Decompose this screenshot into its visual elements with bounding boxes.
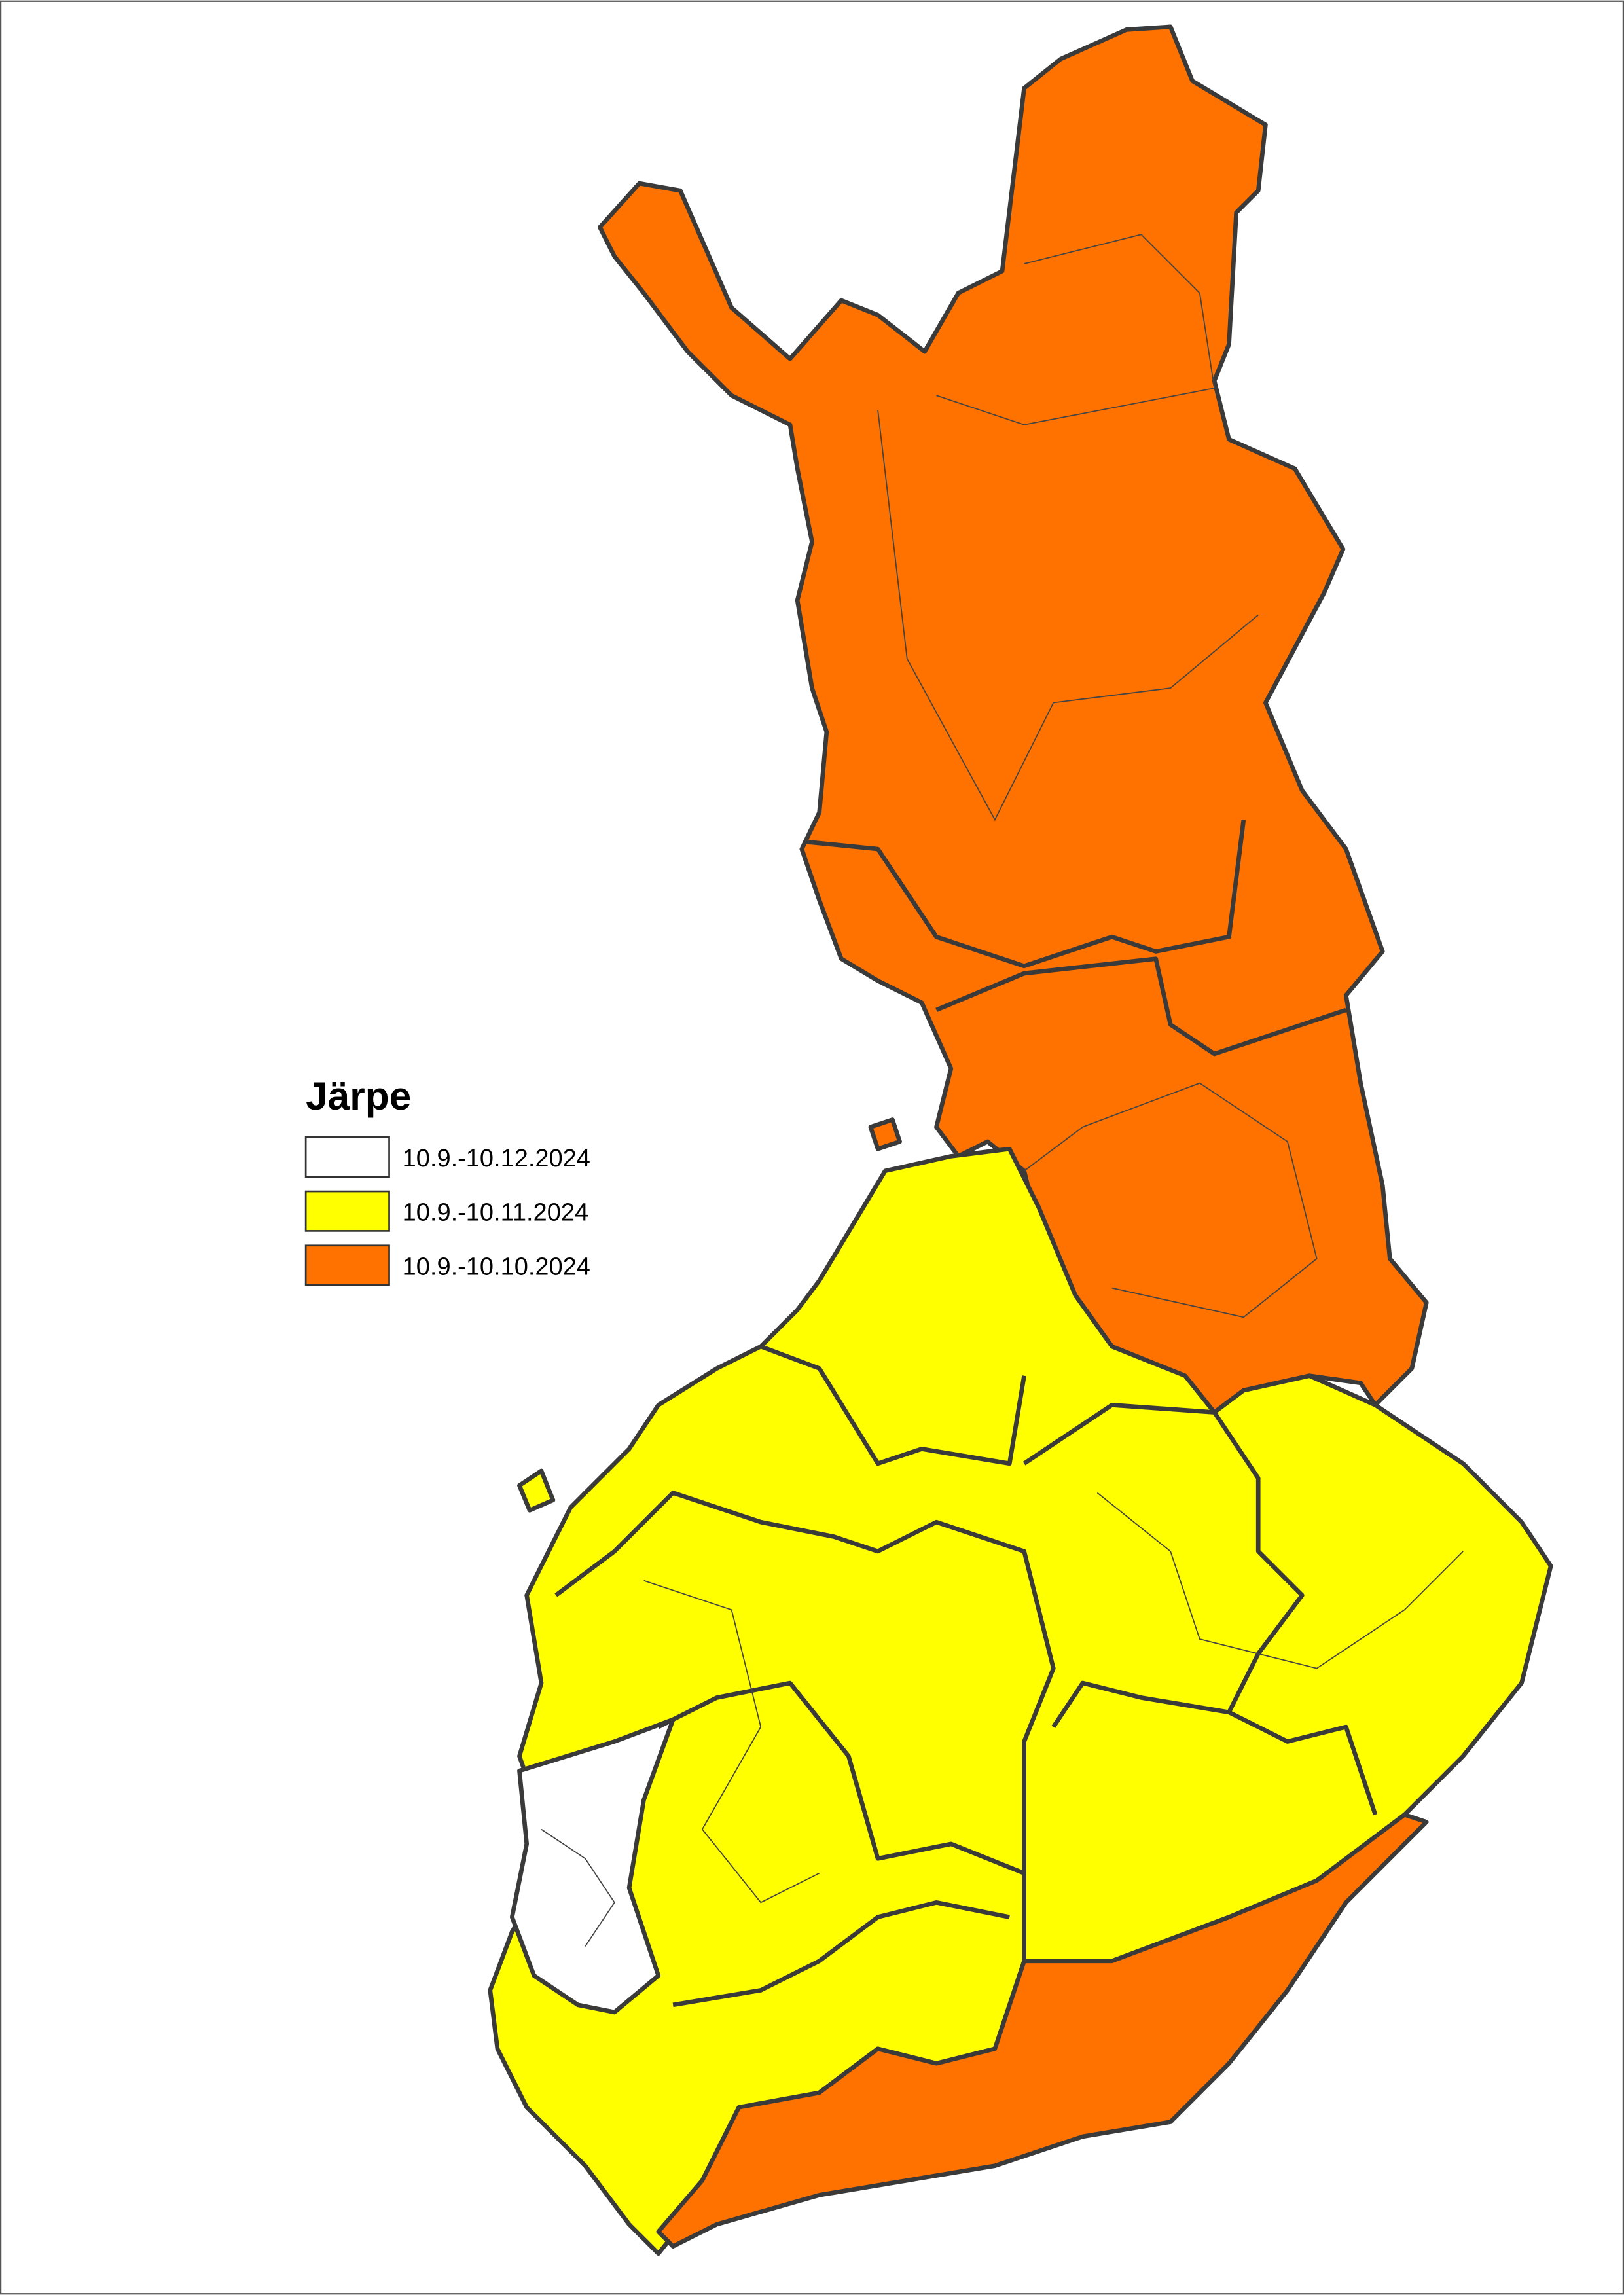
region-north: [598, 24, 1429, 1415]
municipality-border: [936, 234, 1216, 425]
municipality-border: [1096, 1492, 1464, 1669]
legend-swatch: [304, 1190, 390, 1232]
region-border: [760, 1344, 1026, 1466]
legend: Järpe 10.9.-10.12.2024 10.9.-10.11.2024 10…: [304, 1074, 590, 1286]
region-border: [935, 956, 1347, 1057]
legend-label: 10.9.-10.10.2024: [403, 1253, 590, 1280]
legend-swatch: [304, 1136, 390, 1178]
region-border: [1228, 1710, 1378, 1816]
municipality-border: [643, 1580, 820, 1904]
region-border: [804, 819, 1246, 969]
region-south-coast: [656, 1812, 1429, 2249]
region-border: [672, 1900, 1010, 2008]
municipality-border: [877, 410, 1259, 822]
municipality-border: [1024, 1082, 1318, 1318]
region-border: [554, 1491, 1056, 1873]
region-border: [1022, 1403, 1305, 1728]
region-border: [657, 1680, 1026, 1961]
island: [517, 1468, 556, 1513]
legend-swatch: [304, 1244, 390, 1286]
island: [868, 1117, 902, 1151]
legend-label: 10.9.-10.12.2024: [403, 1145, 590, 1172]
legend-label: 10.9.-10.11.2024: [403, 1199, 588, 1227]
legend-title: Järpe: [306, 1074, 411, 1118]
map: [488, 24, 1553, 2256]
municipality-border: [541, 1828, 615, 1947]
